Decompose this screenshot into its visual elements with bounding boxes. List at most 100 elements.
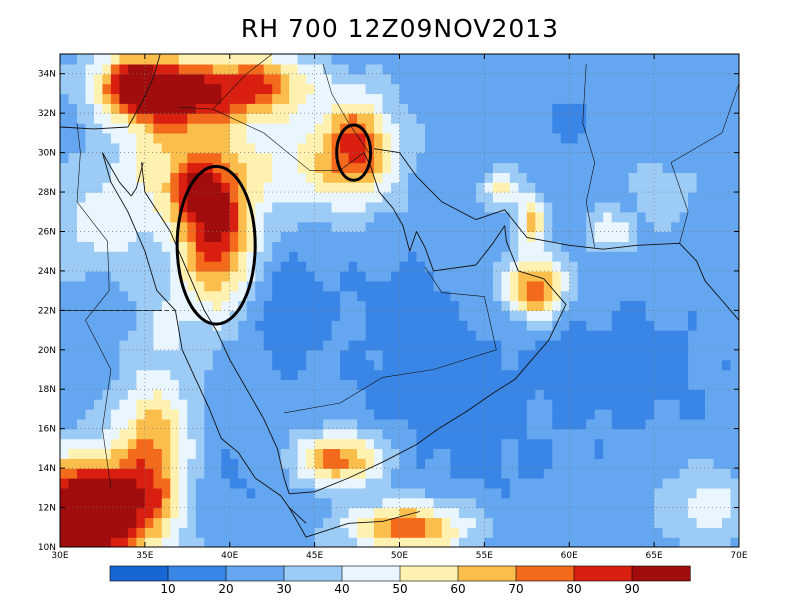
- rh-cell: [611, 201, 621, 213]
- rh-cell: [696, 349, 706, 361]
- rh-cell: [425, 458, 435, 469]
- rh-cell: [204, 537, 214, 547]
- rh-cell: [195, 280, 205, 292]
- rh-cell: [77, 142, 87, 154]
- rh-cell: [212, 300, 222, 311]
- rh-cell: [255, 270, 265, 282]
- rh-cell: [221, 487, 231, 499]
- rh-cell: [77, 517, 87, 528]
- rh-cell: [492, 527, 502, 538]
- rh-cell: [552, 537, 562, 547]
- rh-cell: [280, 537, 290, 547]
- rh-cell: [586, 359, 596, 371]
- rh-cell: [526, 221, 536, 233]
- rh-cell: [331, 468, 341, 479]
- rh-cell: [297, 54, 307, 65]
- rh-cell: [416, 231, 426, 242]
- colorbar-swatch: [457, 565, 517, 582]
- rh-cell: [127, 438, 137, 449]
- rh-cell: [552, 93, 562, 104]
- rh-cell: [195, 399, 205, 410]
- rh-cell: [475, 142, 485, 154]
- rh-cell: [280, 428, 290, 440]
- rh-cell: [441, 468, 451, 479]
- rh-cell: [221, 93, 231, 104]
- rh-cell: [246, 517, 256, 528]
- rh-cell: [416, 103, 426, 114]
- rh-cell: [94, 280, 104, 292]
- rh-cell: [569, 497, 579, 509]
- rh-cell: [289, 418, 299, 430]
- rh-cell: [127, 458, 137, 469]
- rh-cell: [475, 438, 485, 449]
- rh-cell: [509, 113, 519, 124]
- rh-cell: [68, 241, 78, 252]
- rh-cell: [475, 54, 485, 65]
- rh-cell: [314, 73, 324, 85]
- rh-cell: [297, 211, 307, 223]
- rh-cell: [458, 438, 468, 449]
- rh-cell: [306, 497, 316, 509]
- rh-cell: [518, 83, 528, 95]
- rh-cell: [110, 300, 120, 311]
- rh-cell: [238, 448, 248, 459]
- rh-cell: [204, 448, 214, 459]
- rh-cell: [560, 320, 570, 331]
- rh-cell: [467, 458, 477, 469]
- rh-cell: [221, 399, 231, 410]
- rh-cell: [280, 142, 290, 154]
- rh-cell: [416, 517, 426, 528]
- rh-cell: [450, 192, 460, 203]
- rh-cell: [94, 458, 104, 469]
- rh-cell: [272, 290, 282, 302]
- rh-cell: [552, 63, 562, 75]
- rh-cell: [60, 211, 70, 223]
- rh-cell: [594, 211, 604, 223]
- rh-cell: [187, 54, 197, 65]
- rh-cell: [77, 103, 87, 114]
- rh-cell: [671, 330, 681, 341]
- rh-cell: [204, 192, 214, 203]
- rh-cell: [552, 251, 562, 262]
- rh-cell: [637, 379, 647, 390]
- rh-cell: [348, 201, 358, 213]
- rh-cell: [475, 83, 485, 95]
- rh-cell: [433, 73, 443, 85]
- rh-cell: [492, 182, 502, 193]
- rh-cell: [110, 270, 120, 282]
- rh-cell: [688, 201, 698, 213]
- rh-cell: [416, 152, 426, 164]
- rh-cell: [441, 359, 451, 371]
- rh-cell: [246, 142, 256, 154]
- rh-cell: [458, 418, 468, 430]
- rh-cell: [603, 537, 613, 547]
- rh-cell: [221, 142, 231, 154]
- rh-cell: [136, 448, 146, 459]
- rh-cell: [119, 231, 129, 242]
- rh-cell: [475, 132, 485, 144]
- rh-cell: [238, 172, 248, 183]
- rh-cell: [603, 389, 613, 400]
- rh-cell: [450, 418, 460, 430]
- rh-cell: [569, 182, 579, 193]
- rh-cell: [331, 339, 341, 351]
- rh-cell: [170, 172, 180, 183]
- rh-cell: [365, 201, 375, 213]
- rh-cell: [433, 103, 443, 114]
- rh-cell: [348, 192, 358, 203]
- rh-cell: [475, 300, 485, 311]
- rh-cell: [119, 468, 129, 479]
- rh-cell: [357, 300, 367, 311]
- rh-cell: [85, 63, 95, 75]
- rh-cell: [161, 241, 171, 252]
- rh-cell: [306, 517, 316, 528]
- rh-cell: [671, 83, 681, 95]
- rh-cell: [204, 93, 214, 104]
- rh-cell: [467, 231, 477, 242]
- rh-cell: [518, 270, 528, 282]
- rh-cell: [272, 359, 282, 371]
- rh-cell: [323, 468, 333, 479]
- rh-cell: [552, 300, 562, 311]
- rh-cell: [85, 142, 95, 154]
- rh-cell: [382, 290, 392, 302]
